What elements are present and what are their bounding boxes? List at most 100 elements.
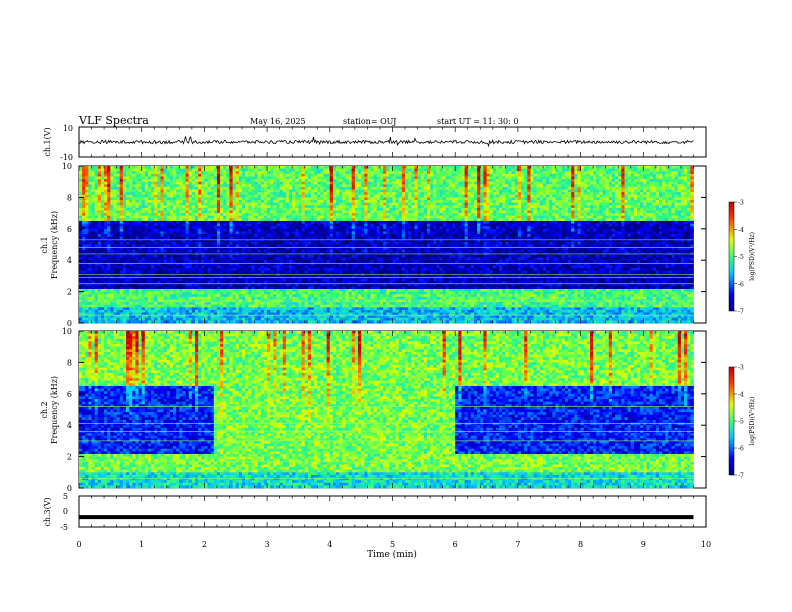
- spec-cell: [129, 171, 133, 174]
- spec-cell: [139, 260, 143, 263]
- spec-cell: [110, 286, 114, 289]
- spec-cell: [192, 279, 196, 282]
- spec-cell: [189, 221, 193, 224]
- spec-cell: [176, 197, 180, 200]
- spec-cell: [157, 171, 161, 174]
- spec-cell: [189, 203, 193, 206]
- spec-cell: [192, 258, 196, 261]
- spec-cell: [88, 307, 92, 310]
- spec-cell: [176, 292, 180, 295]
- spec-cell: [85, 184, 89, 187]
- spec-cell: [110, 320, 114, 323]
- spec-cell: [110, 268, 114, 271]
- spec-cell: [195, 208, 199, 211]
- spec-cell: [182, 231, 186, 234]
- spec-cell: [151, 294, 155, 297]
- spec-cell: [201, 200, 205, 203]
- spec-cell: [186, 265, 190, 268]
- spec-cell: [161, 218, 165, 221]
- spec-cell: [82, 265, 86, 268]
- spec-cell: [129, 169, 133, 172]
- spec-cell: [142, 284, 146, 287]
- spec-cell: [107, 197, 111, 200]
- spec-cell: [148, 218, 152, 221]
- spec-cell: [186, 297, 190, 300]
- spec-cell: [104, 195, 108, 198]
- spec-cell: [129, 234, 133, 237]
- spec-cell: [151, 192, 155, 195]
- spec-cell: [120, 210, 124, 213]
- spec-cell: [126, 315, 130, 318]
- spec-cell: [88, 231, 92, 234]
- spec-cell: [192, 171, 196, 174]
- spec-cell: [120, 255, 124, 258]
- spec-cell: [186, 171, 190, 174]
- spec-cell: [139, 242, 143, 245]
- spec-cell: [161, 265, 165, 268]
- spec-cell: [104, 258, 108, 261]
- spec-cell: [110, 289, 114, 292]
- spec-cell: [148, 229, 152, 232]
- spec-cell: [98, 273, 102, 276]
- spec-cell: [161, 213, 165, 216]
- spec-cell: [132, 229, 136, 232]
- spec-cell: [126, 242, 130, 245]
- spec-cell: [110, 216, 114, 219]
- spec-cell: [123, 250, 127, 253]
- spec-cell: [126, 255, 130, 258]
- spec-cell: [195, 226, 199, 229]
- spec-cell: [95, 273, 99, 276]
- spec-cell: [132, 260, 136, 263]
- spec-cell: [176, 242, 180, 245]
- spec-cell: [164, 234, 168, 237]
- spec-cell: [104, 192, 108, 195]
- spec-cell: [142, 286, 146, 289]
- spec-cell: [88, 179, 92, 182]
- spec-cell: [151, 302, 155, 305]
- spec-cell: [129, 205, 133, 208]
- spec-cell: [182, 218, 186, 221]
- spec-cell: [145, 258, 149, 261]
- spec-cell: [85, 213, 89, 216]
- spec-cell: [139, 184, 143, 187]
- spec-cell: [95, 190, 99, 193]
- spec-cell: [161, 203, 165, 206]
- spec-cell: [151, 218, 155, 221]
- spec-cell: [92, 221, 96, 224]
- spec-cell: [129, 273, 133, 276]
- spec-cell: [157, 320, 161, 323]
- spec-cell: [132, 226, 136, 229]
- spec-cell: [120, 286, 124, 289]
- spec-cell: [195, 234, 199, 237]
- spec-cell: [129, 265, 133, 268]
- spec-cell: [101, 195, 105, 198]
- spec-cell: [176, 265, 180, 268]
- spec-cell: [198, 307, 202, 310]
- spec-cell: [79, 284, 83, 287]
- spec-cell: [173, 229, 177, 232]
- spec-cell: [182, 197, 186, 200]
- spec-cell: [132, 174, 136, 177]
- spec-cell: [110, 294, 114, 297]
- spec-cell: [176, 250, 180, 253]
- spec-cell: [157, 305, 161, 308]
- spec-cell: [189, 305, 193, 308]
- spec-cell: [157, 273, 161, 276]
- spec-cell: [104, 302, 108, 305]
- spec-cell: [79, 273, 83, 276]
- spec-cell: [145, 255, 149, 258]
- spec-cell: [173, 224, 177, 227]
- spec-cell: [148, 205, 152, 208]
- spec-cell: [79, 279, 83, 282]
- spec-cell: [198, 268, 202, 271]
- spec-cell: [186, 310, 190, 313]
- spec-cell: [148, 268, 152, 271]
- spec-cell: [85, 292, 89, 295]
- spec-cell: [173, 242, 177, 245]
- spec-cell: [129, 221, 133, 224]
- spec-cell: [182, 216, 186, 219]
- spec-cell: [92, 231, 96, 234]
- spec-cell: [154, 245, 158, 248]
- spec-cell: [132, 258, 136, 261]
- spec-cell: [142, 190, 146, 193]
